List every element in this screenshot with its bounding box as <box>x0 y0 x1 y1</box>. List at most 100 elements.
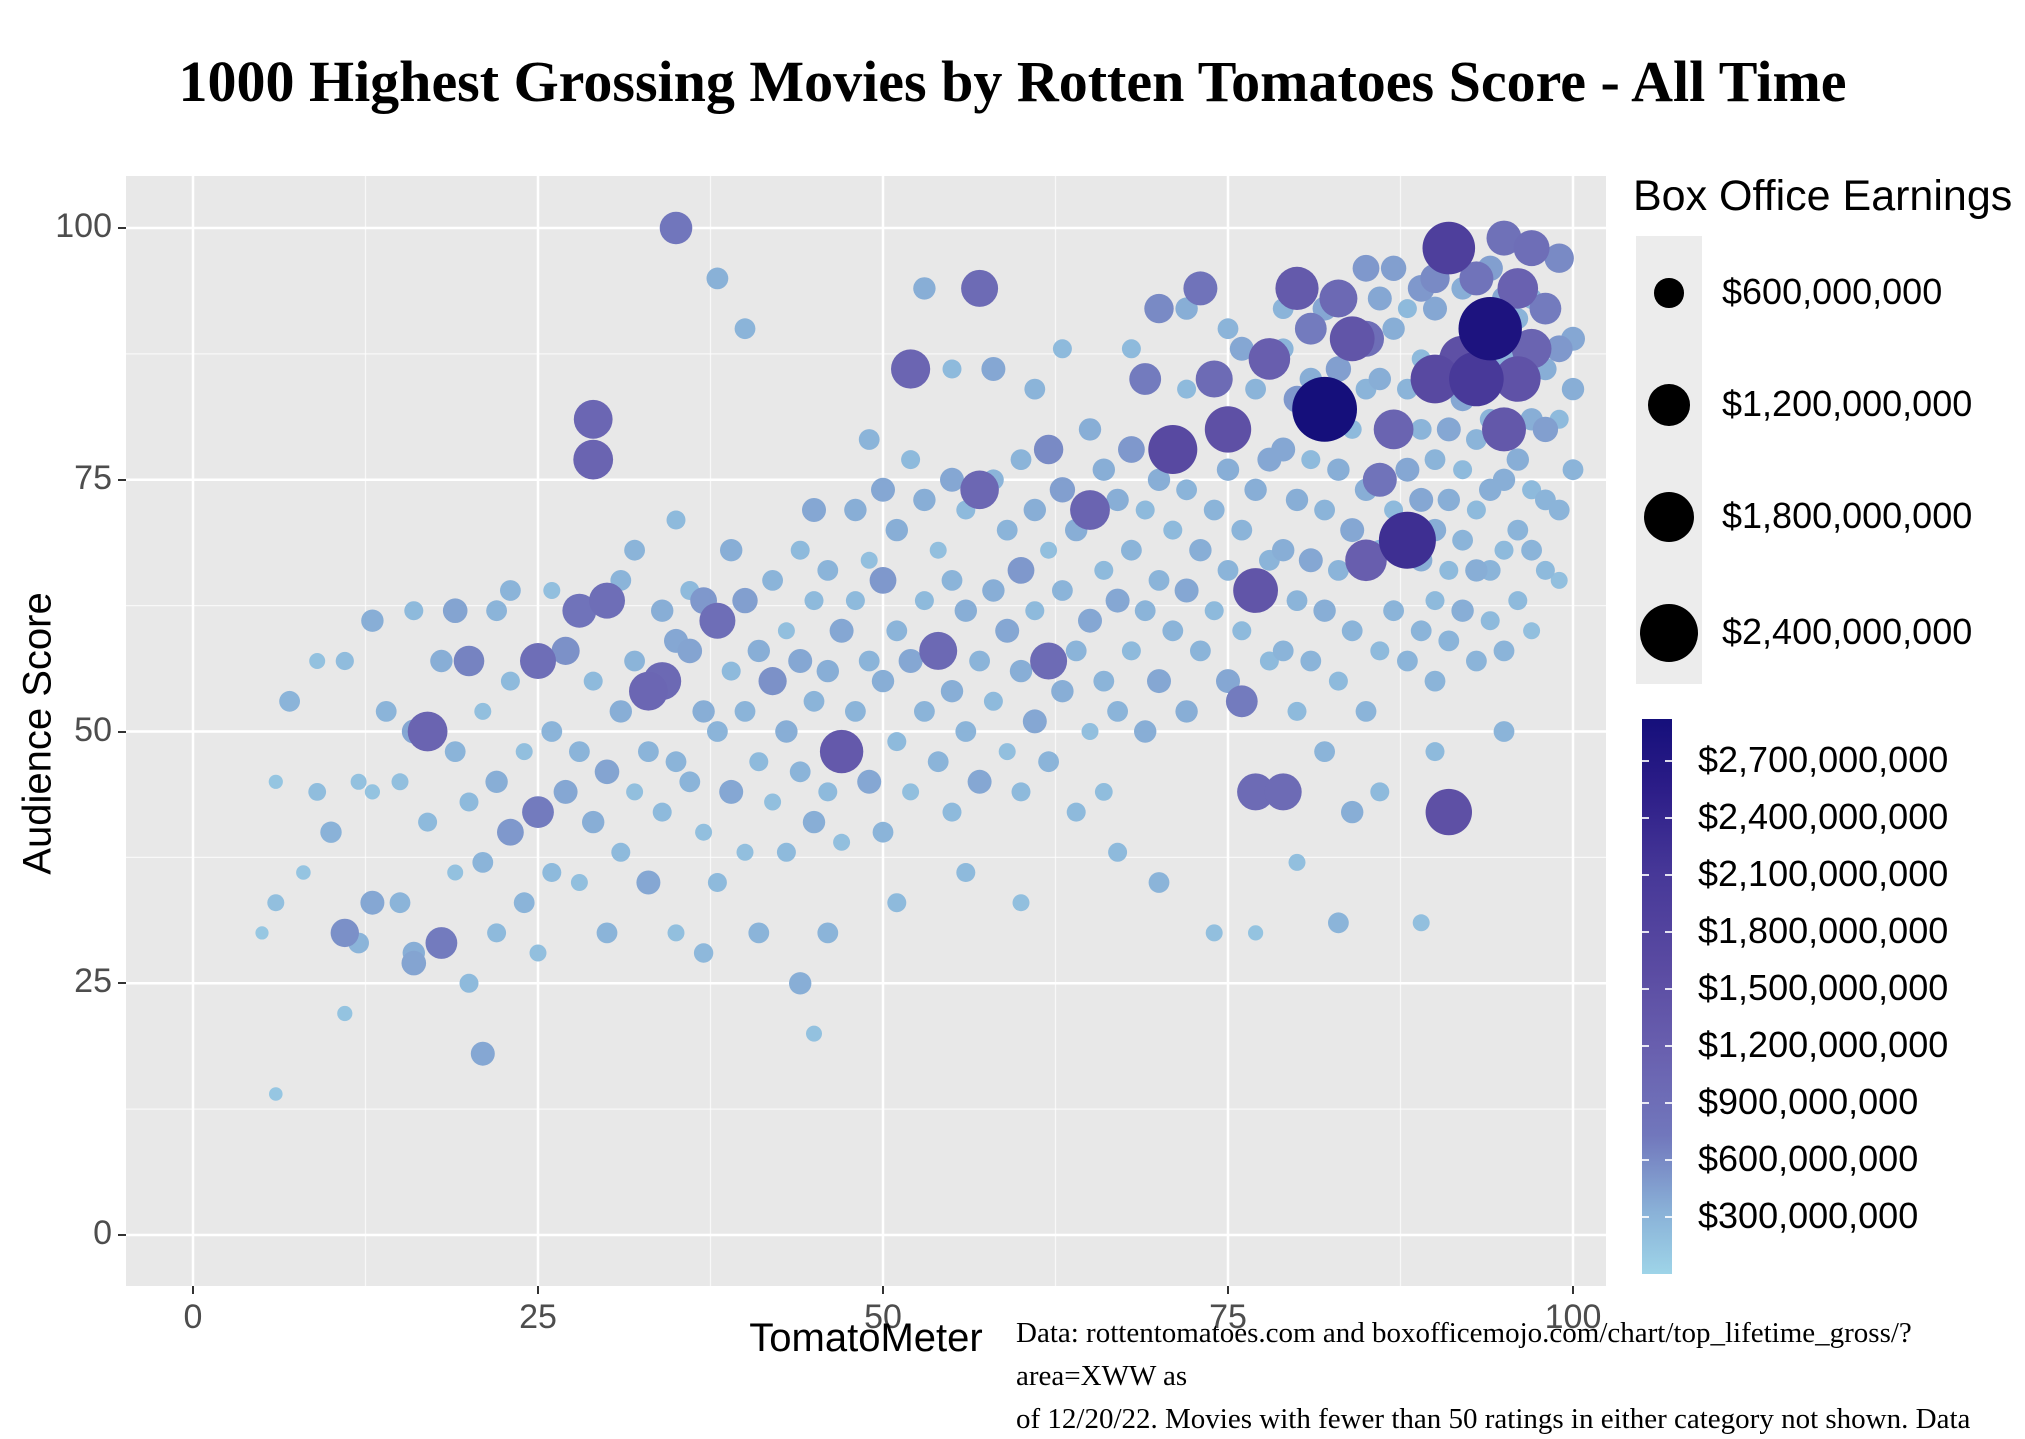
scatter-point <box>486 600 507 622</box>
scatter-point <box>869 567 897 594</box>
scatter-point <box>1205 924 1223 942</box>
scatter-point <box>929 541 947 559</box>
scatter-point <box>1449 351 1504 407</box>
scatter-point <box>887 732 907 752</box>
scatter-point <box>818 782 838 802</box>
size-legend-label: $1,800,000,000 <box>1722 495 1973 536</box>
scatter-point <box>1340 518 1365 543</box>
scatter-point <box>1355 701 1377 722</box>
scatter-point <box>1272 539 1295 562</box>
scatter-point <box>758 667 787 696</box>
scatter-point <box>981 357 1006 381</box>
scatter-point <box>919 631 958 670</box>
scatter-point <box>1134 600 1156 622</box>
scatter-point <box>1148 570 1170 591</box>
scatter-point <box>777 622 795 640</box>
scatter-point <box>541 721 563 742</box>
scatter-point <box>734 318 756 340</box>
colorbar-label: $2,700,000,000 <box>1698 739 1949 780</box>
colorbar-tick <box>1642 1216 1649 1218</box>
scatter-point <box>1183 271 1218 306</box>
scatter-point <box>1458 297 1522 361</box>
scatter-point <box>1203 499 1225 521</box>
y-tick-label: 75 <box>74 458 112 497</box>
scatter-point <box>472 852 494 873</box>
scatter-point <box>1535 560 1555 580</box>
scatter-point <box>1022 709 1047 734</box>
scatter-point <box>1030 642 1068 680</box>
scatter-point <box>1495 356 1541 402</box>
scatter-point <box>885 518 908 542</box>
scatter-point <box>1121 641 1141 661</box>
scatter-point <box>562 593 597 628</box>
scatter-point <box>803 690 825 712</box>
scatter-point <box>940 467 964 492</box>
scatter-point <box>845 591 865 611</box>
scatter-point <box>1529 292 1562 325</box>
scatter-point <box>1508 591 1528 611</box>
scatter-point <box>679 771 701 793</box>
scatter-point <box>1328 912 1349 934</box>
size-legend-label: $1,200,000,000 <box>1722 383 1973 424</box>
scatter-point <box>1129 363 1162 395</box>
scatter-point <box>570 874 588 891</box>
scatter-point <box>652 802 672 822</box>
scatter-point <box>901 450 921 470</box>
scatter-point <box>983 691 1003 711</box>
scatter-point <box>269 1087 283 1101</box>
size-legend-label: $600,000,000 <box>1722 271 1943 312</box>
scatter-point <box>1507 519 1529 541</box>
scatter-point <box>887 893 907 913</box>
scatter-point <box>1383 600 1404 622</box>
scatter-point <box>1439 560 1459 580</box>
scatter-point <box>692 700 715 723</box>
scatter-point <box>693 943 714 963</box>
scatter-point <box>961 269 999 307</box>
x-tick-mark <box>882 1286 884 1294</box>
scatter-point <box>1024 378 1046 400</box>
colorbar-tick <box>1665 931 1672 933</box>
scatter-point <box>1410 620 1432 642</box>
scatter-point <box>520 643 556 679</box>
scatter-point <box>375 701 397 722</box>
scatter-point <box>1177 379 1197 399</box>
scatter-point <box>941 570 963 591</box>
colorbar-tick <box>1642 1045 1649 1047</box>
scatter-point <box>1287 701 1307 721</box>
scatter-point <box>1231 519 1253 541</box>
scatter-point <box>1248 925 1264 941</box>
x-tick-label: 25 <box>519 1298 557 1336</box>
x-tick-mark <box>537 1286 539 1294</box>
scatter-point <box>898 649 923 673</box>
scatter-point <box>1190 640 1211 662</box>
x-tick-label: 0 <box>183 1298 203 1336</box>
scatter-point <box>762 570 783 591</box>
scatter-point <box>996 519 1018 541</box>
scatter-point <box>1466 500 1486 520</box>
scatter-point <box>361 609 384 632</box>
scatter-point <box>764 793 782 811</box>
scatter-point <box>1325 356 1352 382</box>
scatter-point <box>1513 230 1550 267</box>
scatter-point <box>720 539 743 562</box>
scatter-point <box>913 488 936 512</box>
scatter-point <box>1493 640 1515 662</box>
scatter-point <box>1410 354 1460 404</box>
scatter-point <box>1409 487 1434 512</box>
size-legend-circle <box>1654 278 1684 308</box>
scatter-point <box>927 751 949 773</box>
scatter-point <box>844 498 867 522</box>
scatter-point <box>776 842 796 862</box>
scatter-point <box>1147 468 1171 491</box>
scatter-point <box>1264 773 1302 811</box>
colorbar-tick <box>1665 1102 1672 1104</box>
scatter-point <box>872 821 894 843</box>
size-legend-circle <box>1639 603 1699 663</box>
scatter-point <box>1523 622 1541 640</box>
scatter-point <box>611 842 631 862</box>
scatter-point <box>1292 376 1357 442</box>
scatter-point <box>829 618 854 643</box>
colorbar-label: $1,500,000,000 <box>1698 967 1949 1008</box>
scatter-point <box>267 894 285 912</box>
